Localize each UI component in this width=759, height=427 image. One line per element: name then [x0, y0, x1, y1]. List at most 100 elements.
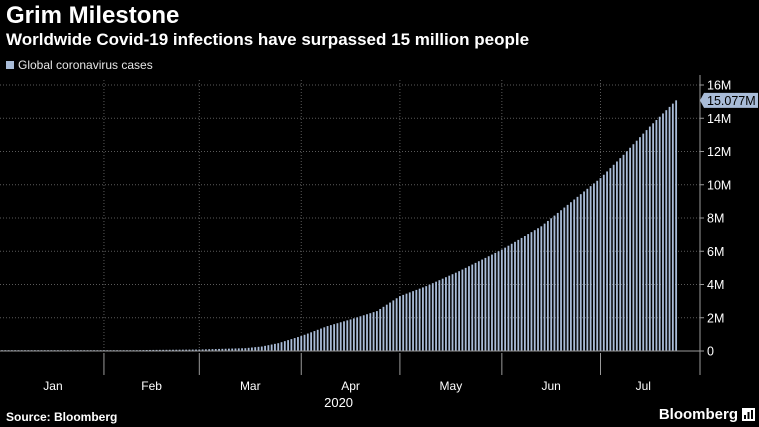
bar	[352, 318, 355, 351]
bar	[675, 100, 678, 351]
bar	[320, 328, 322, 351]
bar	[648, 126, 651, 351]
bar	[175, 349, 178, 351]
bar	[251, 347, 253, 351]
bar	[579, 194, 582, 351]
bar	[546, 220, 549, 351]
bar	[392, 300, 395, 351]
bar	[162, 349, 165, 351]
bar	[454, 272, 457, 351]
bar	[293, 338, 296, 351]
bar	[297, 337, 299, 351]
x-tick-label: Mar	[240, 379, 261, 393]
bar	[560, 210, 562, 351]
bar	[632, 144, 635, 351]
bar	[333, 324, 336, 351]
bar	[237, 348, 240, 351]
bar	[642, 133, 645, 351]
bar	[569, 202, 572, 351]
bar	[191, 349, 194, 351]
y-tick-label: 0	[707, 345, 714, 359]
bar	[586, 188, 589, 351]
bar	[671, 103, 674, 352]
bar	[635, 140, 638, 351]
bar	[379, 308, 382, 351]
bar	[612, 164, 615, 351]
bar	[241, 348, 243, 351]
bar	[254, 347, 257, 351]
bar	[214, 349, 217, 351]
chart-title: Grim Milestone	[6, 2, 180, 29]
bar	[425, 286, 428, 351]
bar	[645, 130, 648, 351]
bar	[625, 151, 628, 351]
bar	[504, 247, 507, 351]
bar	[458, 271, 461, 351]
bar	[602, 174, 605, 351]
bar	[616, 161, 618, 351]
bar	[287, 340, 290, 351]
bar	[168, 349, 171, 351]
bar	[461, 269, 464, 351]
bar	[408, 292, 411, 351]
bar	[510, 243, 513, 351]
bar	[349, 319, 352, 351]
bar	[204, 349, 207, 351]
y-tick-label: 14M	[707, 112, 731, 126]
bar	[385, 304, 388, 351]
legend-swatch	[6, 61, 14, 69]
bar	[593, 183, 595, 351]
bar	[306, 333, 309, 351]
bar	[448, 275, 451, 351]
bar	[474, 262, 477, 351]
bar	[556, 212, 559, 351]
bar	[471, 264, 474, 351]
bar	[494, 252, 497, 351]
bar	[227, 348, 230, 351]
bar	[550, 218, 553, 351]
bar	[195, 349, 197, 351]
bar	[339, 322, 342, 351]
bar	[402, 294, 405, 351]
bar	[543, 223, 546, 351]
bar	[303, 334, 306, 351]
bar	[619, 158, 622, 351]
bar	[326, 326, 329, 351]
bar	[244, 348, 247, 351]
bar	[553, 215, 556, 351]
bar	[468, 266, 470, 351]
brand-name: Bloomberg	[658, 406, 738, 423]
bar	[477, 261, 480, 351]
bar	[155, 349, 158, 351]
bar	[530, 232, 533, 351]
legend-label: Global coronavirus cases	[18, 58, 153, 72]
bar	[445, 277, 447, 351]
bar	[576, 196, 579, 351]
bar	[158, 349, 161, 351]
bar	[441, 278, 444, 351]
bar	[507, 245, 510, 351]
bar	[181, 349, 184, 351]
bar	[589, 186, 592, 351]
bar	[323, 327, 326, 351]
bar	[405, 293, 408, 351]
x-tick-label: Jun	[541, 379, 560, 393]
bar	[464, 267, 467, 351]
bar	[412, 291, 414, 351]
bar	[609, 168, 612, 351]
bar	[382, 306, 385, 351]
bar	[438, 280, 441, 351]
bar	[359, 316, 362, 351]
bar	[596, 180, 599, 351]
bar	[329, 325, 332, 351]
bar	[283, 341, 286, 351]
x-tick-label: Jan	[43, 379, 62, 393]
bar	[375, 311, 378, 351]
bar	[280, 342, 283, 351]
bar	[221, 348, 224, 351]
source-note: Source: Bloomberg	[6, 410, 118, 424]
bar	[491, 254, 493, 351]
bar	[451, 274, 454, 351]
bar	[343, 321, 345, 351]
